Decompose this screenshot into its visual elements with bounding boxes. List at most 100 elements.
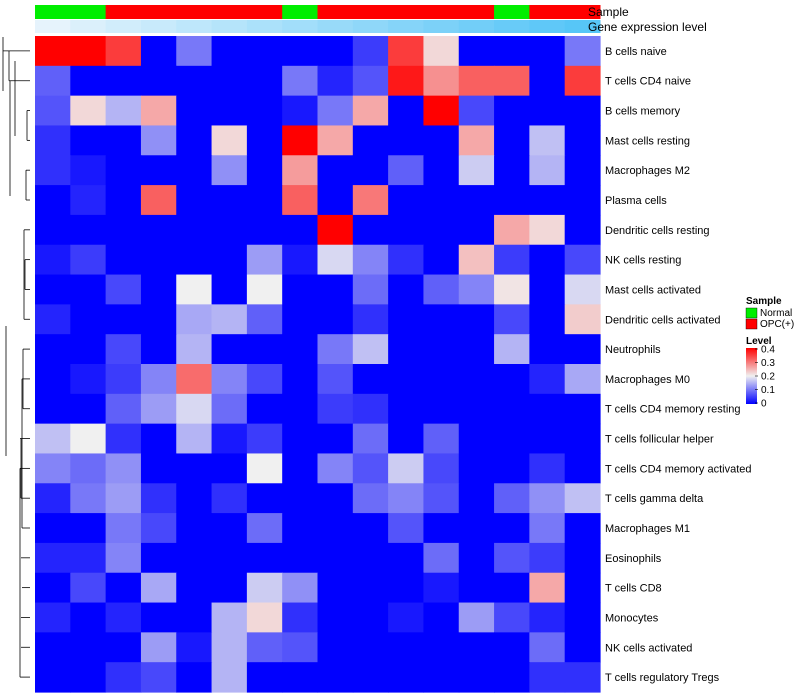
heatmap-cell <box>352 36 389 67</box>
heatmap-cell <box>529 214 566 246</box>
heatmap-cell <box>388 453 425 484</box>
heatmap-cell <box>105 334 142 365</box>
heatmap-cell <box>35 36 71 67</box>
legend-tick-label: 0.3 <box>761 358 775 369</box>
row-label: Mast cells activated <box>605 284 701 296</box>
heatmap-cell <box>317 36 354 67</box>
heatmap-cell <box>529 662 566 693</box>
heatmap-cell <box>458 572 495 604</box>
row-labels: B cells naive T cells CD4 naive B cells me… <box>605 46 752 684</box>
heatmap-cell <box>564 65 601 97</box>
heatmap-cell <box>317 125 354 156</box>
heatmap-cell <box>352 304 389 335</box>
heatmap-cell <box>105 185 142 216</box>
sample-track-cell <box>529 5 566 19</box>
heatmap-cell <box>352 453 389 484</box>
heatmap-cell <box>282 542 319 574</box>
heatmap-cell <box>282 483 319 514</box>
sample-track-cell <box>352 5 389 19</box>
heatmap-cell <box>35 125 71 156</box>
heatmap-cell <box>246 423 283 455</box>
heatmap-cell <box>317 274 354 305</box>
heatmap-cell <box>388 632 425 663</box>
heatmap-cell <box>494 513 530 544</box>
heatmap-cell <box>105 36 142 67</box>
heatmap-cell <box>564 274 601 305</box>
heatmap-cell <box>352 393 389 425</box>
heatmap-cell <box>458 65 495 97</box>
row-label: Dendritic cells activated <box>605 314 721 326</box>
heatmap-cell <box>70 185 107 216</box>
heatmap-cell <box>105 423 142 455</box>
heatmap-cell <box>494 453 530 484</box>
heatmap-cell <box>140 632 177 663</box>
heatmap-cell <box>140 36 177 67</box>
heatmap-cell <box>564 393 601 425</box>
heatmap-cell <box>105 214 142 246</box>
heatmap-cell <box>423 274 460 305</box>
heatmap-cell <box>388 214 425 246</box>
heatmap-cell <box>140 95 177 127</box>
heatmap-cell <box>564 423 601 455</box>
heatmap-cell <box>564 602 601 633</box>
heatmap-cell <box>317 513 354 544</box>
heatmap-cell <box>282 513 319 544</box>
heatmap-cell <box>494 125 530 156</box>
row-label: NK cells resting <box>605 255 681 267</box>
heatmap-cell <box>211 95 248 127</box>
heatmap-cell <box>352 662 389 693</box>
sample-track-cell <box>564 5 601 19</box>
sample-track-cell <box>70 5 107 19</box>
heatmap-cell <box>176 125 213 156</box>
sample-track-cell <box>246 5 283 19</box>
heatmap-cell <box>105 542 142 574</box>
sample-track-cell <box>317 5 354 19</box>
heatmap-cell <box>458 36 495 67</box>
heatmap-cell <box>564 572 601 604</box>
heatmap-cell <box>70 155 107 186</box>
heatmap-cell <box>246 542 283 574</box>
legend-level-title: Level <box>746 336 772 347</box>
heatmap-cell <box>211 65 248 97</box>
heatmap-cell <box>176 662 213 693</box>
heatmap-cell <box>529 65 566 97</box>
heatmap-cell <box>35 542 71 574</box>
heatmap-cell <box>140 453 177 484</box>
heatmap-cell <box>529 572 566 604</box>
heatmap-cell <box>458 423 495 455</box>
heatmap-cell <box>494 364 530 395</box>
heatmap-cell <box>317 304 354 335</box>
heatmap-cell <box>176 483 213 514</box>
heatmap-cell <box>352 423 389 455</box>
row-label: T cells gamma delta <box>605 493 704 505</box>
heatmap-cell <box>35 513 71 544</box>
level-track-cell <box>246 20 283 33</box>
heatmap-cell <box>388 602 425 633</box>
heatmap-cell <box>211 364 248 395</box>
legend-normal-label: Normal <box>760 308 792 319</box>
level-track-cell <box>70 20 107 33</box>
heatmap-cell <box>458 244 495 276</box>
heatmap-cell <box>529 632 566 663</box>
heatmap-cell <box>140 513 177 544</box>
row-label: Plasma cells <box>605 195 667 207</box>
heatmap-cell <box>105 572 142 604</box>
heatmap-cell <box>140 304 177 335</box>
heatmap-cell <box>352 483 389 514</box>
row-label: T cells CD4 memory activated <box>605 463 752 475</box>
heatmap-cell <box>35 393 71 425</box>
heatmap-cell <box>105 483 142 514</box>
heatmap-cell <box>246 602 283 633</box>
heatmap-cell <box>176 423 213 455</box>
heatmap-cell <box>423 602 460 633</box>
heatmap-cell <box>211 304 248 335</box>
heatmap-cell <box>246 214 283 246</box>
legend-tick-label: 0.1 <box>761 385 775 396</box>
heatmap-cell <box>317 334 354 365</box>
heatmap-cell <box>529 602 566 633</box>
heatmap-cell <box>529 125 566 156</box>
heatmap-cell <box>458 542 495 574</box>
heatmap-cell <box>282 632 319 663</box>
heatmap-cell <box>176 453 213 484</box>
heatmap-cell <box>282 364 319 395</box>
